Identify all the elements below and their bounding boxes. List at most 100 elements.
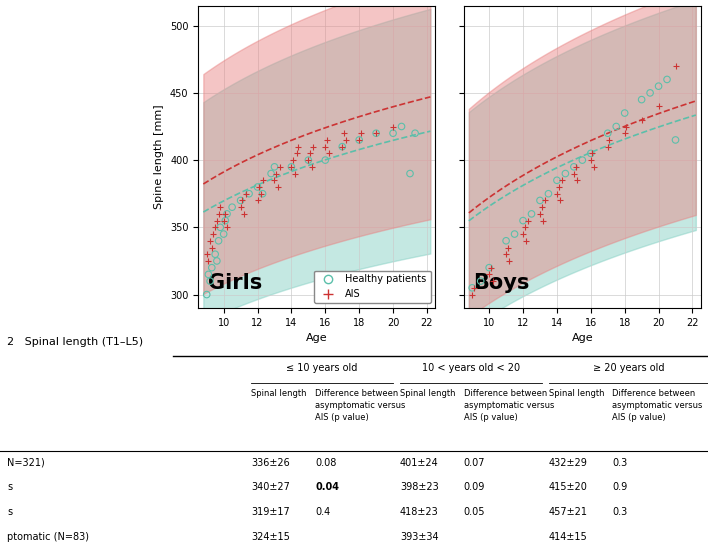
Point — [292, 142, 304, 151]
Point — [501, 250, 512, 258]
Point — [484, 263, 495, 272]
Point — [556, 176, 568, 185]
Point — [270, 169, 282, 178]
Point — [211, 256, 222, 265]
Point — [619, 109, 630, 118]
Point — [370, 129, 382, 138]
Point — [487, 277, 498, 285]
Text: Boys: Boys — [473, 273, 530, 293]
Point — [504, 256, 515, 265]
Point — [215, 203, 226, 212]
Point — [222, 223, 233, 232]
Point — [269, 176, 280, 185]
Point — [621, 122, 632, 131]
Point — [502, 243, 513, 252]
Point — [291, 149, 302, 158]
Point — [501, 236, 512, 245]
Point — [253, 183, 265, 191]
Point — [215, 223, 226, 232]
Text: Difference between
asymptomatic versus
AIS (p value): Difference between asymptomatic versus A… — [315, 389, 406, 422]
Text: N=321): N=321) — [7, 458, 45, 468]
Text: 0.09: 0.09 — [464, 482, 485, 492]
Point — [587, 149, 598, 158]
Point — [206, 263, 217, 272]
Point — [227, 203, 238, 212]
Point — [543, 189, 554, 198]
Point — [485, 263, 496, 272]
Point — [653, 82, 664, 91]
Point — [467, 283, 478, 292]
Point — [370, 129, 382, 138]
Point — [585, 149, 596, 158]
Legend: Healthy patients, AIS: Healthy patients, AIS — [314, 271, 430, 303]
Text: Girls: Girls — [207, 273, 262, 293]
Text: 393±34: 393±34 — [400, 531, 439, 542]
Point — [336, 142, 348, 151]
Point — [569, 162, 580, 171]
Point — [256, 189, 267, 198]
Point — [338, 129, 350, 138]
Point — [610, 122, 622, 131]
Point — [218, 230, 229, 239]
Point — [554, 196, 566, 205]
Point — [670, 135, 681, 144]
Point — [519, 223, 530, 232]
Point — [286, 162, 297, 171]
Point — [213, 210, 224, 218]
Point — [467, 290, 478, 299]
X-axis label: Age: Age — [306, 333, 328, 343]
Point — [636, 95, 647, 104]
Point — [336, 142, 348, 151]
Point — [208, 230, 219, 239]
Point — [205, 277, 216, 285]
Text: 0.07: 0.07 — [464, 458, 485, 468]
Text: 336±26: 336±26 — [251, 458, 290, 468]
Point — [518, 230, 529, 239]
Point — [319, 156, 331, 164]
Text: 2   Spinal length (T1–L5): 2 Spinal length (T1–L5) — [7, 337, 143, 346]
Point — [269, 162, 280, 171]
Text: 0.3: 0.3 — [612, 458, 628, 468]
Point — [206, 243, 217, 252]
Point — [306, 162, 317, 171]
Text: 0.3: 0.3 — [612, 507, 628, 517]
Text: 0.04: 0.04 — [315, 482, 339, 492]
Point — [210, 250, 221, 258]
Point — [404, 169, 416, 178]
Point — [210, 223, 221, 232]
Text: 457±21: 457±21 — [549, 507, 588, 517]
Point — [321, 135, 333, 144]
Point — [201, 250, 212, 258]
Point — [387, 122, 399, 131]
Point — [323, 149, 334, 158]
Text: s: s — [7, 482, 12, 492]
Point — [552, 176, 563, 185]
Point — [239, 210, 250, 218]
Point — [355, 129, 367, 138]
Point — [553, 183, 564, 191]
Text: 401±24: 401±24 — [400, 458, 439, 468]
Point — [235, 196, 246, 205]
Text: s: s — [7, 507, 12, 517]
Point — [644, 89, 656, 97]
Point — [576, 156, 588, 164]
Point — [303, 156, 314, 164]
Point — [219, 210, 231, 218]
X-axis label: Age: Age — [571, 333, 593, 343]
Point — [619, 129, 630, 138]
Point — [535, 196, 546, 205]
Point — [509, 230, 520, 239]
Text: 398±23: 398±23 — [400, 482, 439, 492]
Point — [653, 102, 664, 111]
Text: 0.4: 0.4 — [315, 507, 331, 517]
Point — [272, 183, 283, 191]
Point — [484, 270, 495, 279]
Point — [319, 142, 331, 151]
Point — [202, 270, 214, 279]
Text: ≥ 20 years old: ≥ 20 years old — [593, 363, 664, 373]
Point — [636, 116, 647, 124]
Point — [526, 210, 537, 218]
Text: Difference between
asymptomatic versus
AIS (p value): Difference between asymptomatic versus A… — [612, 389, 703, 422]
Point — [211, 216, 222, 225]
Text: 432±29: 432±29 — [549, 458, 588, 468]
